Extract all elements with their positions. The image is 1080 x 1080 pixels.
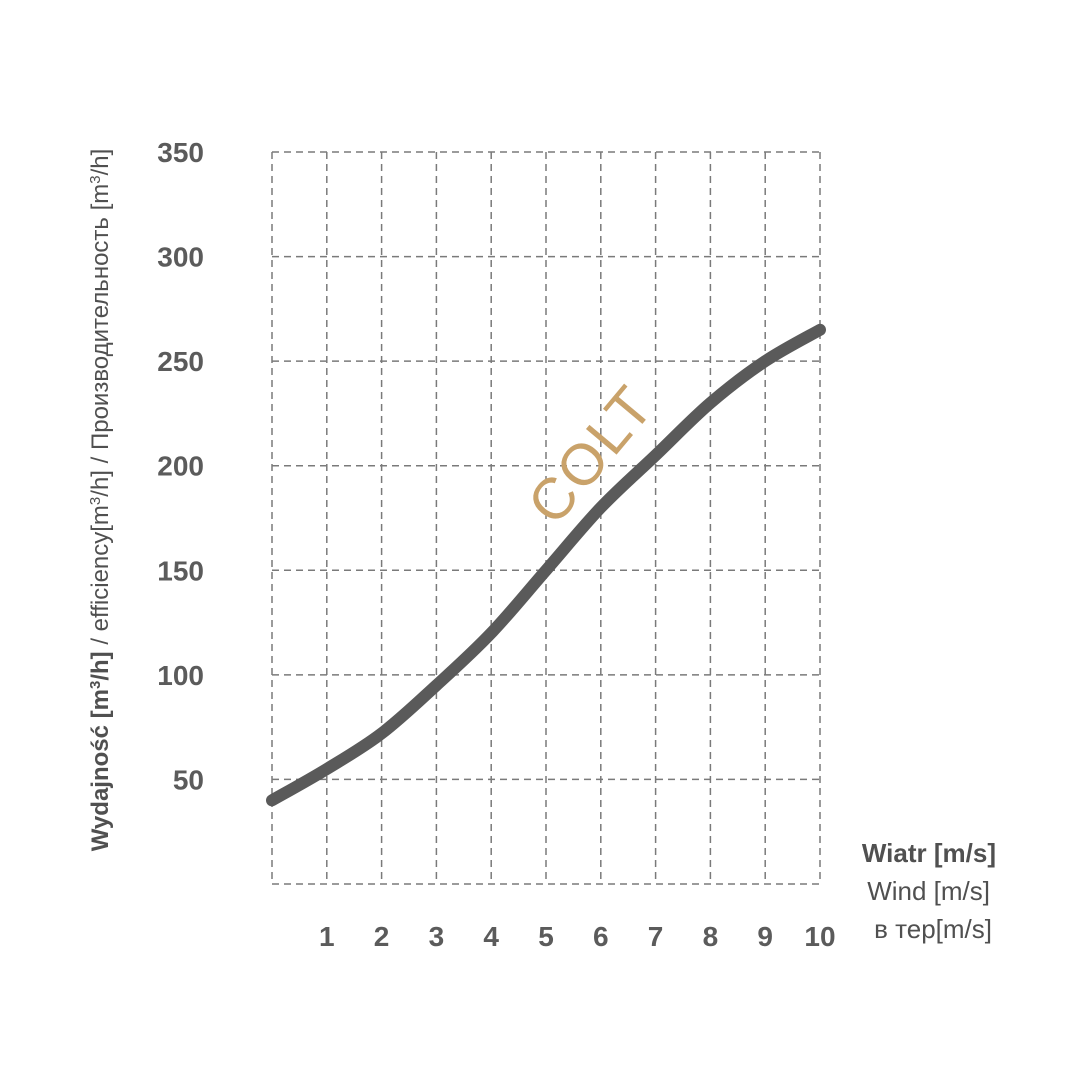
x-tick-label: 4 — [483, 921, 499, 952]
y-axis-label-russian-unit: /h] — [87, 149, 114, 176]
series-line — [266, 323, 826, 807]
x-tick-label: 6 — [593, 921, 609, 952]
y-axis-label: Wydajność [m3/h] / efficiency[m3/h] / Пр… — [87, 149, 115, 852]
y-tick-label: 150 — [157, 555, 204, 586]
x-axis-label-english: Wind [m/s] — [867, 876, 990, 906]
x-tick-label: 10 — [804, 921, 835, 952]
y-axis-label-english: / efficiency[m — [87, 505, 114, 651]
y-axis-label-polish: Wydajność [m — [87, 689, 114, 851]
x-tick-label: 8 — [703, 921, 719, 952]
x-tick-label: 3 — [429, 921, 445, 952]
y-tick-labels: 50 100 150 200 250 300 350 — [157, 137, 204, 795]
grid-lines — [271, 151, 821, 885]
x-tick-label: 5 — [538, 921, 554, 952]
y-tick-label: 250 — [157, 346, 204, 377]
y-axis-label-polish-unit: /h] — [87, 651, 114, 680]
y-tick-label: 50 — [173, 764, 204, 795]
x-tick-label: 9 — [757, 921, 773, 952]
x-tick-labels: 1 2 3 4 5 6 7 8 9 10 — [319, 921, 836, 952]
y-tick-label: 350 — [157, 137, 204, 168]
x-tick-label: 7 — [648, 921, 664, 952]
x-axis-label-polish: Wiatr [m/s] — [862, 838, 996, 868]
y-axis-label-russian: /h] / Производительность [m — [87, 184, 114, 497]
y-axis-label-sup-1: 3 — [87, 681, 104, 689]
y-axis-label-sup-2: 3 — [87, 497, 104, 505]
y-tick-label: 100 — [157, 660, 204, 691]
y-tick-label: 300 — [157, 242, 204, 273]
x-tick-label: 1 — [319, 921, 335, 952]
x-axis-label-russian: в тер[m/s] — [874, 914, 992, 944]
y-axis-label-sup-3: 3 — [87, 175, 104, 183]
y-tick-label: 200 — [157, 451, 204, 482]
x-tick-label: 2 — [374, 921, 390, 952]
